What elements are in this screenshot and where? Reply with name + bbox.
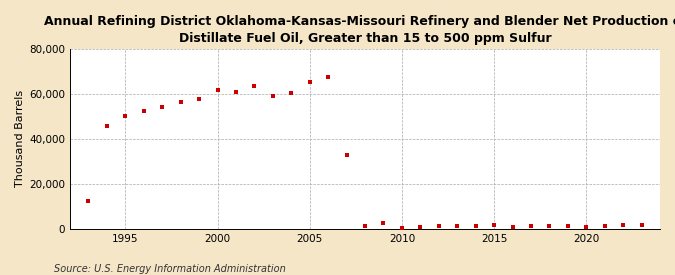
Title: Annual Refining District Oklahoma-Kansas-Missouri Refinery and Blender Net Produ: Annual Refining District Oklahoma-Kansas… [44,15,675,45]
Point [452,224,462,229]
Point [157,105,167,109]
Point [470,224,481,229]
Point [618,223,628,227]
Point [636,222,647,227]
Point [249,84,260,88]
Point [286,90,297,95]
Text: Source: U.S. Energy Information Administration: Source: U.S. Energy Information Administ… [54,264,286,274]
Point [378,221,389,225]
Point [120,114,131,119]
Point [101,124,112,129]
Point [323,75,333,79]
Point [526,224,537,228]
Point [83,198,94,203]
Point [304,79,315,84]
Point [562,224,573,228]
Point [599,224,610,228]
Point [544,224,555,228]
Point [341,152,352,157]
Point [176,100,186,104]
Point [415,225,426,229]
Point [581,224,592,229]
Point [433,224,444,229]
Point [194,97,205,102]
Point [360,224,371,228]
Point [267,94,278,98]
Point [231,89,242,94]
Point [489,223,500,227]
Point [138,109,149,113]
Point [396,225,407,230]
Y-axis label: Thousand Barrels: Thousand Barrels [15,90,25,187]
Point [507,224,518,229]
Point [212,88,223,93]
